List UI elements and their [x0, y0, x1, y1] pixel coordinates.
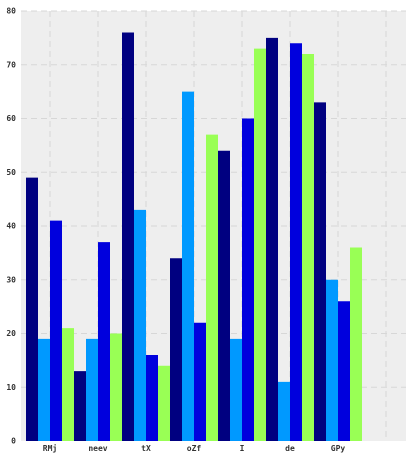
bar-GPy-series-1 — [314, 102, 326, 441]
bar-tX-series-2 — [134, 209, 146, 441]
bar-RMj-series-3 — [50, 220, 62, 441]
bar-RMj-series-4 — [62, 328, 74, 441]
bar-neev-series-3 — [98, 242, 110, 441]
y-tick-label: 80 — [6, 7, 16, 16]
x-tick-label: I — [240, 444, 245, 453]
bar-oZf-series-1 — [170, 258, 182, 441]
bar-GPy-series-2 — [326, 279, 338, 441]
bar-I-series-2 — [230, 338, 242, 441]
bars — [26, 32, 362, 441]
bar-tX-series-3 — [146, 355, 158, 441]
bar-GPy-series-4 — [350, 247, 362, 441]
bar-oZf-series-3 — [194, 322, 206, 441]
bar-RMj-series-2 — [38, 338, 50, 441]
y-tick-label: 50 — [6, 168, 16, 177]
bar-RMj-series-1 — [26, 177, 38, 441]
x-tick-label: GPy — [331, 444, 346, 453]
bar-neev-series-1 — [74, 371, 86, 441]
y-tick-label: 70 — [6, 60, 16, 69]
y-tick-label: 40 — [6, 222, 16, 231]
bar-I-series-4 — [254, 48, 266, 441]
y-tick-label: 30 — [6, 275, 16, 284]
y-tick-label: 20 — [6, 329, 16, 338]
bar-de-series-1 — [266, 37, 278, 441]
x-tick-label: RMj — [43, 443, 57, 453]
bar-tX-series-4 — [158, 365, 170, 441]
bar-oZf-series-4 — [206, 134, 218, 441]
x-tick-label: neev — [88, 444, 107, 453]
bar-de-series-4 — [302, 54, 314, 441]
bar-I-series-1 — [218, 150, 230, 441]
bar-de-series-2 — [278, 381, 290, 441]
bar-I-series-3 — [242, 118, 254, 441]
bar-tX-series-1 — [122, 32, 134, 441]
y-tick-label: 10 — [6, 383, 16, 392]
bar-neev-series-4 — [110, 333, 122, 441]
y-tick-label: 60 — [6, 114, 16, 123]
bar-GPy-series-3 — [338, 301, 350, 441]
x-tick-label: oZf — [187, 444, 202, 453]
x-tick-label: de — [285, 444, 295, 453]
bar-oZf-series-2 — [182, 91, 194, 441]
bar-neev-series-2 — [86, 338, 98, 441]
y-axis-ticks: 0 10 20 30 40 50 60 70 80 — [6, 7, 16, 446]
bar-de-series-3 — [290, 43, 302, 441]
x-tick-label: tX — [141, 444, 151, 453]
y-tick-label: 0 — [11, 437, 16, 446]
